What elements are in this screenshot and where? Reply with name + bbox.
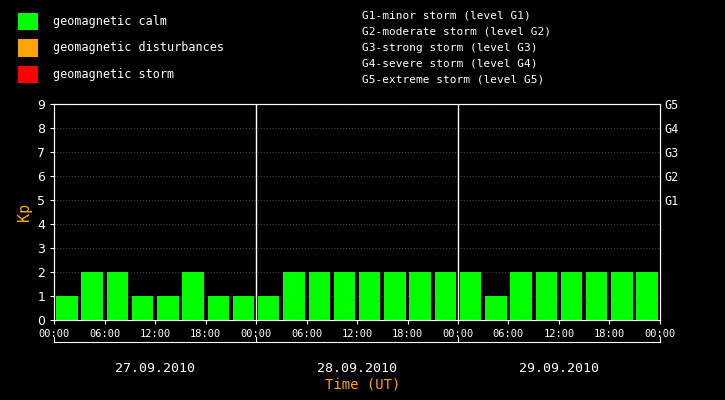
Bar xyxy=(485,296,507,320)
Bar xyxy=(283,272,304,320)
Text: 29.09.2010: 29.09.2010 xyxy=(519,362,599,375)
Bar xyxy=(410,272,431,320)
Text: Time (UT): Time (UT) xyxy=(325,378,400,392)
Bar xyxy=(560,272,582,320)
Bar xyxy=(258,296,280,320)
Text: G2-moderate storm (level G2): G2-moderate storm (level G2) xyxy=(362,27,552,37)
Bar xyxy=(233,296,254,320)
Text: G3-strong storm (level G3): G3-strong storm (level G3) xyxy=(362,43,538,53)
Bar xyxy=(132,296,154,320)
Bar xyxy=(611,272,633,320)
Bar xyxy=(157,296,178,320)
Bar xyxy=(637,272,658,320)
Bar xyxy=(359,272,381,320)
Text: G1-minor storm (level G1): G1-minor storm (level G1) xyxy=(362,11,531,21)
Bar xyxy=(183,272,204,320)
Bar xyxy=(334,272,355,320)
Text: geomagnetic disturbances: geomagnetic disturbances xyxy=(53,42,224,54)
Bar xyxy=(81,272,103,320)
Bar xyxy=(309,272,330,320)
Bar xyxy=(57,296,78,320)
Bar xyxy=(586,272,608,320)
Bar xyxy=(17,39,38,57)
Bar xyxy=(510,272,531,320)
Bar xyxy=(17,12,38,30)
Text: 28.09.2010: 28.09.2010 xyxy=(317,362,397,375)
Bar xyxy=(384,272,405,320)
Y-axis label: Kp: Kp xyxy=(17,203,32,221)
Bar xyxy=(17,66,38,84)
Text: 27.09.2010: 27.09.2010 xyxy=(115,362,195,375)
Bar xyxy=(536,272,557,320)
Bar xyxy=(460,272,481,320)
Text: geomagnetic calm: geomagnetic calm xyxy=(53,15,167,28)
Bar xyxy=(107,272,128,320)
Bar xyxy=(434,272,456,320)
Text: G5-extreme storm (level G5): G5-extreme storm (level G5) xyxy=(362,75,544,85)
Text: G4-severe storm (level G4): G4-severe storm (level G4) xyxy=(362,59,538,69)
Text: geomagnetic storm: geomagnetic storm xyxy=(53,68,174,81)
Bar xyxy=(207,296,229,320)
